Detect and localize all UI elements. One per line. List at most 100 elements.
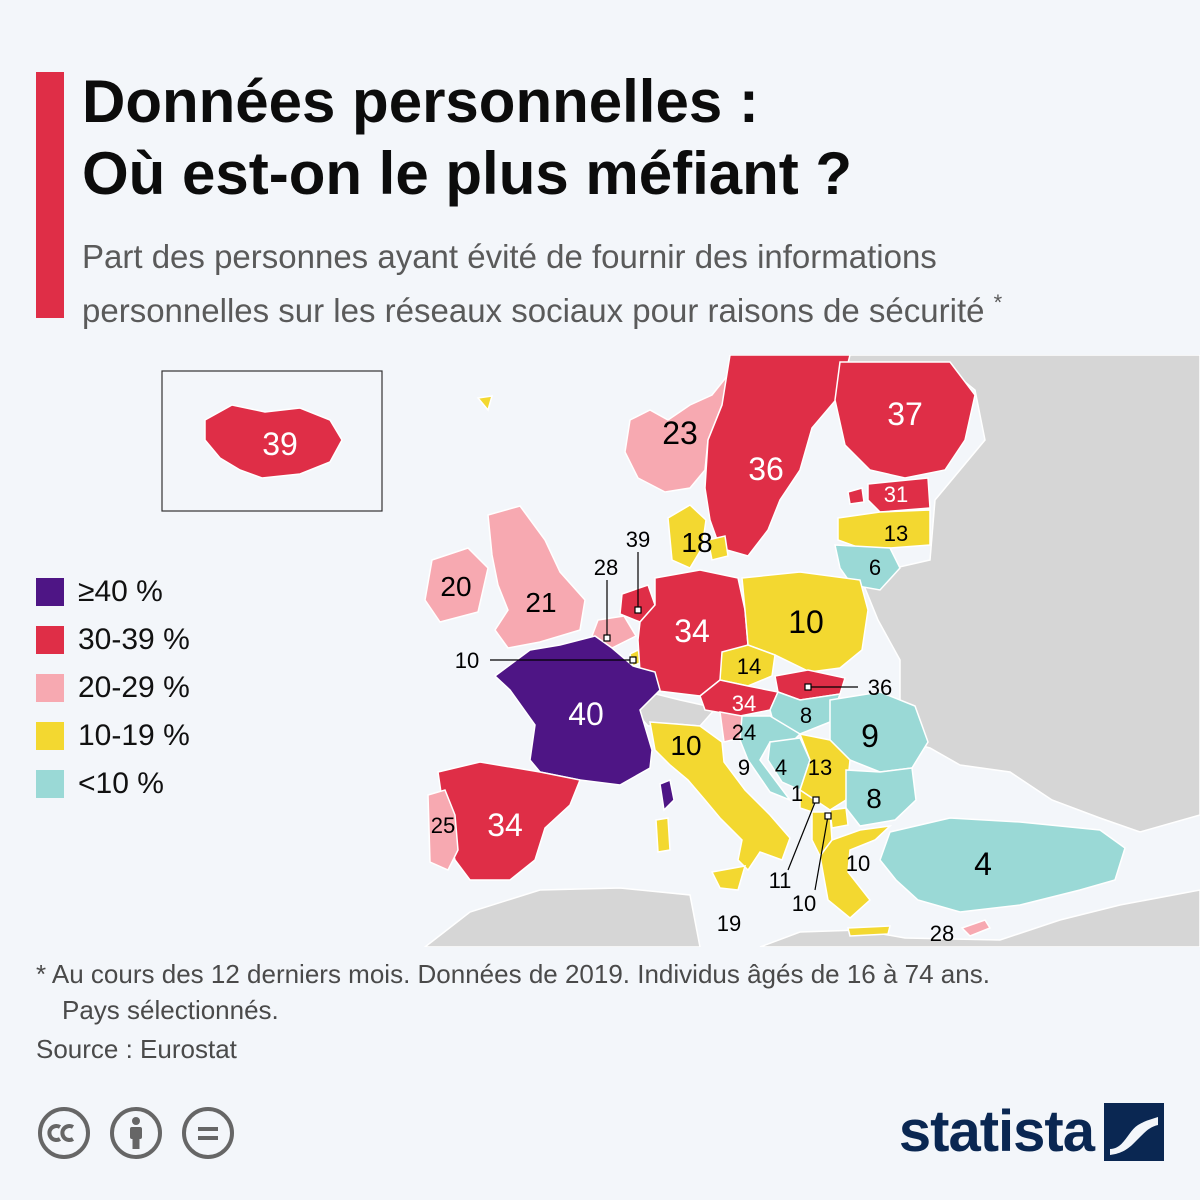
legend-swatch — [36, 770, 64, 798]
country-cyprus — [960, 919, 992, 937]
statista-wordmark: statista — [898, 1099, 1095, 1164]
legend-item-10-19: 10-19 % — [36, 712, 190, 760]
label-serbia: 13 — [808, 755, 832, 780]
country-croatia — [739, 715, 802, 802]
page-title: Données personnelles : Où est-on le plus… — [82, 66, 852, 210]
label-north-macedonia: 10 — [792, 891, 816, 916]
attribution-icon[interactable] — [108, 1105, 164, 1161]
label-germany: 34 — [674, 613, 710, 649]
title-line-1: Données personnelles : — [82, 68, 759, 135]
legend-item-40-plus: ≥40 % — [36, 568, 190, 616]
label-czechia: 14 — [737, 654, 761, 679]
subtitle-line-1: Part des personnes ayant évité de fourni… — [82, 238, 937, 275]
label-slovakia: 36 — [868, 675, 892, 700]
legend-swatch — [36, 674, 64, 702]
creative-commons-icon[interactable] — [36, 1105, 92, 1161]
label-italy: 10 — [670, 730, 701, 761]
label-albania: 11 — [769, 868, 792, 893]
country-italy — [649, 721, 791, 872]
label-iceland: 39 — [262, 426, 298, 462]
statista-logo[interactable]: statista — [899, 1098, 1164, 1165]
legend-item-20-29: 20-29 % — [36, 664, 190, 712]
subtitle-line-2: personnelles sur les réseaux sociaux pou… — [82, 292, 985, 329]
label-bulgaria: 8 — [866, 783, 882, 814]
legend-label: 10-19 % — [78, 719, 190, 752]
label-estonia: 31 — [884, 482, 908, 507]
footnote: * Au cours des 12 derniers mois. Données… — [36, 956, 1176, 1028]
country-latvia — [837, 509, 931, 549]
country-corsica — [659, 778, 675, 812]
title-accent-bar — [36, 72, 64, 318]
label-montenegro: 1 — [791, 781, 803, 806]
country-france — [493, 635, 661, 786]
country-finland — [834, 361, 976, 479]
europe-map: 39 23 36 37 31 13 6 18 39 28 10 20 21 34… — [0, 355, 1200, 947]
label-luxembourg: 10 — [455, 648, 479, 673]
label-malta: 19 — [717, 911, 741, 936]
label-ireland: 20 — [440, 571, 471, 602]
label-netherlands: 39 — [626, 527, 650, 552]
legend: ≥40 % 30-39 % 20-29 % 10-19 % <10 % — [36, 568, 190, 808]
country-turkey — [879, 817, 1126, 913]
legend-swatch — [36, 578, 64, 606]
legend-item-under-10: <10 % — [36, 760, 190, 808]
legend-item-30-39: 30-39 % — [36, 616, 190, 664]
label-poland: 10 — [788, 604, 824, 640]
footnote-line-1: * Au cours des 12 derniers mois. Données… — [36, 959, 990, 989]
country-bulgaria — [845, 767, 917, 827]
country-ireland — [424, 547, 489, 623]
label-portugal: 25 — [431, 813, 455, 838]
country-north-macedonia — [829, 807, 849, 829]
label-sweden: 36 — [748, 451, 784, 487]
leader-lines — [490, 552, 858, 891]
statista-logo-icon — [1104, 1102, 1164, 1161]
label-bosnia: 4 — [775, 755, 787, 780]
map-value-labels: 39 23 36 37 31 13 6 18 39 28 10 20 21 34… — [262, 396, 992, 946]
label-turkey: 4 — [974, 846, 992, 882]
legend-label: 20-29 % — [78, 671, 190, 704]
label-norway: 23 — [662, 415, 698, 451]
label-slovenia: 24 — [732, 720, 756, 745]
legend-swatch — [36, 722, 64, 750]
country-greece — [819, 824, 893, 919]
label-latvia: 13 — [884, 521, 908, 546]
label-austria: 34 — [732, 691, 756, 716]
source-text: Source : Eurostat — [36, 1034, 237, 1064]
country-sicily — [710, 865, 747, 891]
legend-label: 30-39 % — [78, 623, 190, 656]
label-spain: 34 — [487, 807, 523, 843]
country-sardinia — [655, 817, 671, 853]
legend-label: ≥40 % — [78, 575, 163, 608]
country-denmark-island — [707, 535, 729, 561]
label-france: 40 — [568, 696, 604, 732]
country-estonia — [867, 477, 931, 513]
iceland-inset-frame — [161, 370, 383, 512]
label-romania: 9 — [861, 718, 879, 754]
label-greece: 10 — [846, 851, 870, 876]
label-croatia: 9 — [738, 755, 750, 780]
footnote-line-2: Pays sélectionnés. — [62, 995, 279, 1025]
country-uk — [487, 505, 586, 649]
country-iceland-far — [476, 395, 494, 412]
country-portugal — [427, 789, 459, 871]
label-finland: 37 — [887, 396, 923, 432]
no-derivatives-icon[interactable] — [180, 1105, 236, 1161]
country-poland — [741, 571, 869, 673]
subtitle-footnote-mark: * — [993, 290, 1003, 315]
legend-swatch — [36, 626, 64, 654]
label-denmark: 18 — [681, 527, 712, 558]
label-lithuania: 6 — [869, 555, 881, 580]
country-denmark — [667, 504, 707, 569]
subtitle: Part des personnes ayant évité de fourni… — [82, 234, 1162, 334]
label-hungary: 8 — [800, 703, 812, 728]
country-greece-crete — [847, 925, 891, 937]
label-cyprus: 28 — [930, 921, 954, 946]
label-uk: 21 — [525, 587, 556, 618]
countries — [424, 355, 1126, 937]
legend-label: <10 % — [78, 767, 164, 800]
country-estonia-island — [847, 487, 865, 505]
country-iceland — [204, 404, 343, 479]
label-belgium: 28 — [594, 555, 618, 580]
country-belgium — [591, 615, 638, 649]
title-line-2: Où est-on le plus méfiant ? — [82, 140, 853, 207]
